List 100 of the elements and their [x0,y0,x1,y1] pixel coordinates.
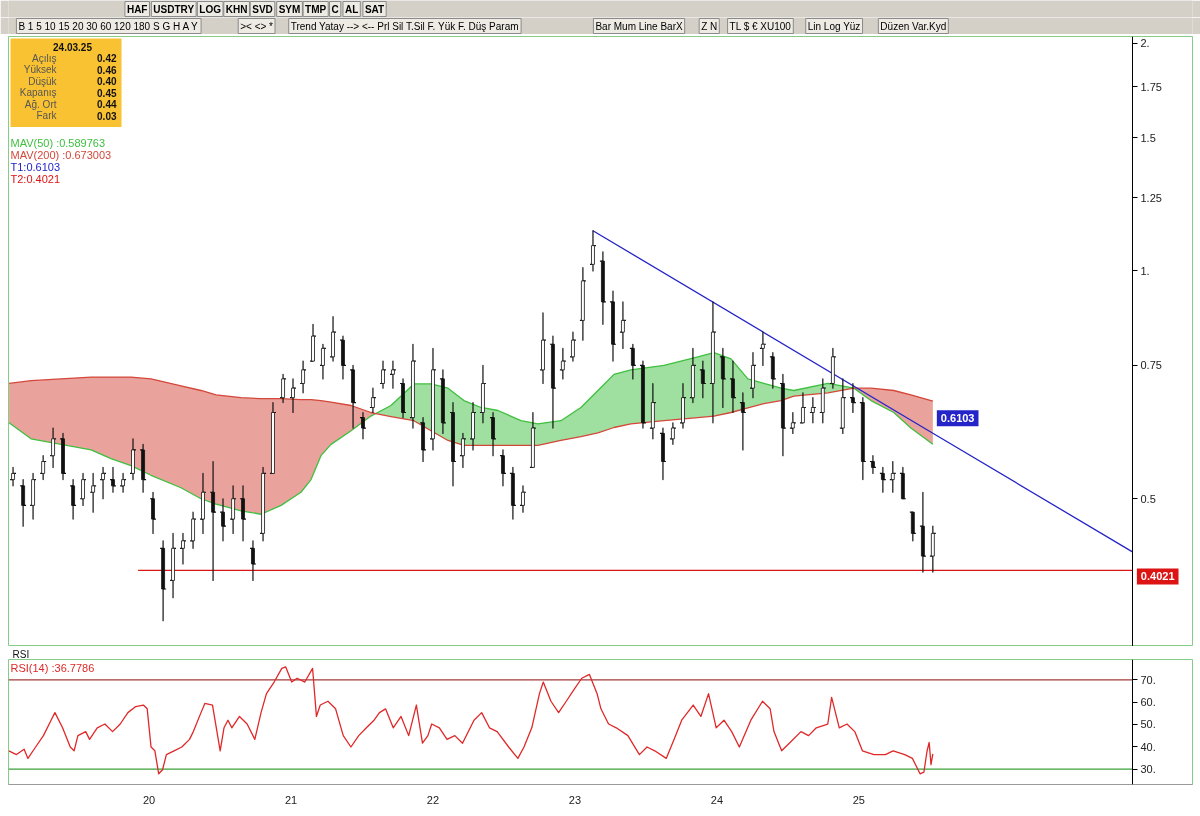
text: Düzen Var.Kyd [880,20,947,32]
candlestick [839,378,847,434]
candlestick [229,485,237,534]
candlestick [219,498,227,542]
candlestick [619,301,627,349]
annotation: 0.45 [97,87,117,99]
text: SVD [252,3,273,15]
candlestick [179,532,187,565]
candlestick [269,401,277,475]
candlestick [469,401,477,451]
annotation: Ağ. Ort [24,98,57,110]
candlestick [69,479,77,520]
candlestick [19,479,27,527]
candlestick [579,267,587,341]
y-tick-label: 2. [1140,37,1150,50]
candlestick [659,427,667,481]
candlestick [119,472,127,493]
text: Z N [701,20,718,32]
candlestick [549,335,557,429]
candlestick [489,411,497,457]
candlestick [169,532,177,599]
y-tick-label: 70. [1140,673,1156,686]
candlestick [759,331,767,367]
x-tick-label: 25 [852,793,866,806]
candlestick [59,432,67,481]
candlestick [309,323,317,362]
y-tick-label: 50. [1140,718,1156,731]
candlestick [139,443,147,493]
text: HAF [126,3,148,15]
candlestick [779,373,787,457]
y-tick-label: 0.5 [1140,492,1156,505]
candlestick [879,466,887,493]
candlestick [899,466,907,500]
y-tick-label: 1. [1140,264,1150,277]
text: >< <> * [240,20,274,32]
candlestick [849,382,857,414]
annotation: Açılış [32,52,57,64]
candlestick [679,382,687,429]
candlestick [729,360,737,414]
candlestick [909,511,917,542]
candlestick [329,316,337,362]
annotation: Düşük [28,75,58,87]
candlestick [259,466,267,542]
candlestick [629,343,637,380]
text: Lin Log Yüz [807,20,861,32]
candlestick [769,351,777,389]
text: USDTRY [153,3,195,15]
candlestick [479,364,487,424]
y-tick-label: 1.25 [1140,191,1162,204]
text: Trend Yatay --> <-- Prl Sil T.Sil F. Yük F. Düş Param [290,20,519,32]
candlestick [99,466,107,500]
candlestick [249,540,257,582]
text: T1:0.6103 [10,161,61,173]
y-tick-label: 60. [1140,696,1156,709]
candlestick [529,411,537,469]
data-label: 0.6103 [940,412,975,425]
candlestick [409,343,417,429]
candlestick [789,411,797,434]
candlestick [279,373,287,404]
candlestick [199,472,207,534]
candlestick [239,485,247,542]
x-tick-label: 22 [426,793,440,806]
annotation: 0.46 [97,64,117,76]
candlestick [339,335,347,380]
data-label: 0.4021 [1140,570,1175,583]
candlestick [9,466,17,487]
candlestick [289,378,297,414]
candlestick [79,472,87,506]
annotation: Yüksek [23,64,58,75]
annotation: 0.42 [97,53,117,64]
candlestick [519,485,527,513]
candlestick [379,360,387,389]
candlestick [649,382,657,440]
candlestick [719,347,727,409]
text: B 1 5 10 15 20 30 60 120 180 S G H A Y [18,20,199,32]
text: SAT [364,3,385,15]
x-tick-label: 21 [284,793,298,806]
candlestick [319,343,327,380]
candlestick [869,455,877,475]
text: KHN [225,3,248,15]
candlestick [689,347,697,404]
candlestick [609,290,617,362]
annotation: Fark [36,110,58,121]
y-tick-label: 1.75 [1140,80,1162,93]
candlestick [209,460,217,582]
annotation: 0.40 [97,76,117,87]
text: AL [344,3,359,15]
text: RSI(14) :36.7786 [10,662,95,675]
candlestick [739,392,747,451]
chart-title: RSI [12,648,30,660]
candlestick [109,466,117,493]
candlestick [149,491,157,534]
x-tick-label: 23 [568,793,582,806]
text: TMP [305,3,327,15]
candlestick [159,540,167,622]
annotation: Kapanış [19,87,57,98]
text: MAV(50) :0.589763 [10,137,106,149]
candlestick [929,525,937,573]
text: SYM [278,3,301,15]
candlestick [429,347,437,451]
